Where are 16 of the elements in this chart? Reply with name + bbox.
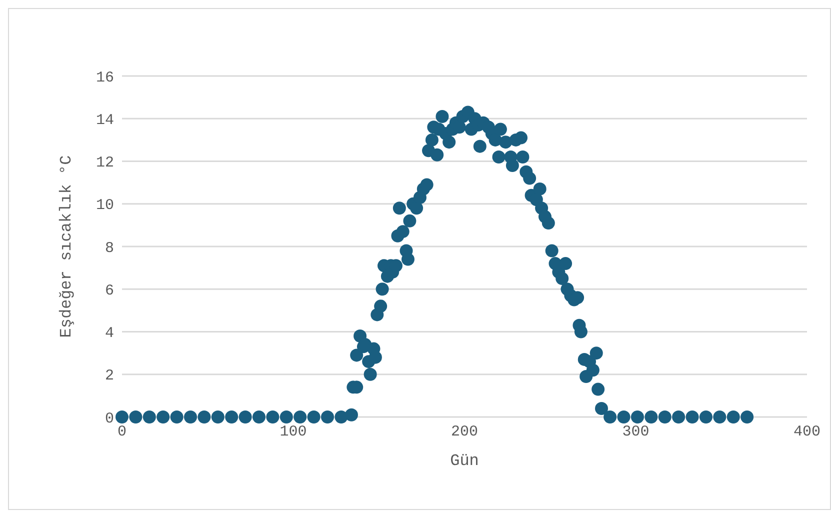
y-tick-label: 14 xyxy=(96,112,114,129)
y-tick-label: 10 xyxy=(96,197,114,214)
y-tick-label: 6 xyxy=(104,282,114,300)
x-tick-label: 0 xyxy=(117,424,127,441)
x-axis-title: Gün xyxy=(450,452,479,470)
y-axis-title: Eşdeğer sıcaklık °C xyxy=(58,155,76,338)
x-tick-label: 100 xyxy=(280,424,307,441)
y-tick-label: 12 xyxy=(96,154,114,172)
y-tick-label: 2 xyxy=(104,368,114,385)
x-tick-label: 400 xyxy=(793,424,821,441)
y-tick-label: 8 xyxy=(104,240,114,257)
y-tick-label: 0 xyxy=(104,410,114,428)
x-tick-label: 300 xyxy=(622,424,650,441)
x-tick-label: 200 xyxy=(450,424,478,441)
y-tick-label: 16 xyxy=(96,69,114,86)
y-tick-label: 4 xyxy=(104,325,114,342)
